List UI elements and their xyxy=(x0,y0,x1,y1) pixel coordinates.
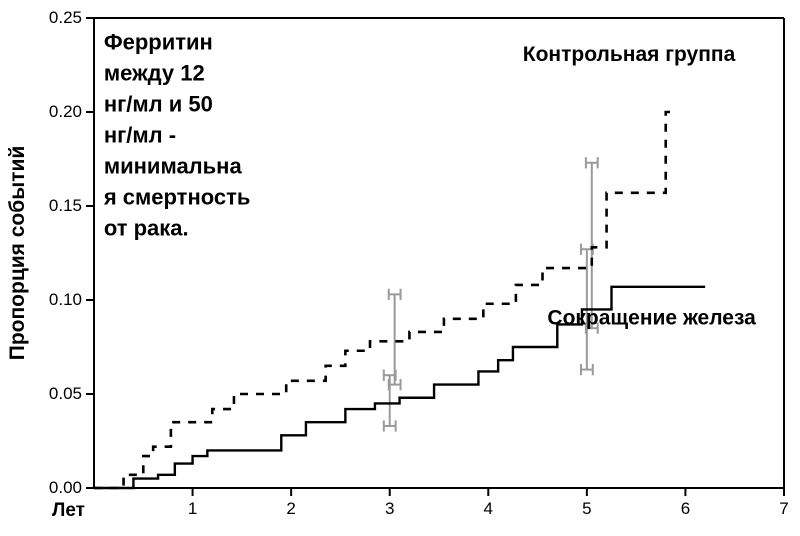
x-tick-label: 4 xyxy=(484,499,493,518)
y-tick-label: 0.15 xyxy=(49,196,82,215)
series-control-label: Контрольная группа xyxy=(523,43,736,66)
x-tick-label: 2 xyxy=(286,499,295,518)
annotation-line: Ферритин xyxy=(104,29,213,54)
x-tick-label: 3 xyxy=(385,499,394,518)
annotation-line: нг/мл и 50 xyxy=(104,91,213,116)
x-axis-label: Лет xyxy=(52,500,85,521)
x-tick-label: 1 xyxy=(188,499,197,518)
y-tick-label: 0.10 xyxy=(49,290,82,309)
y-tick-label: 0.05 xyxy=(49,384,82,403)
annotation-line: я смертность xyxy=(103,184,251,209)
series-treatment-label: Сокращение железа xyxy=(547,306,756,329)
annotation-textbox: Ферритин между 12 нг/мл и 50 нг/мл - минимал… xyxy=(103,29,251,240)
y-tick-label: 0.25 xyxy=(49,8,82,27)
annotation-line: между 12 xyxy=(104,60,205,85)
step-chart: 0.00 0.05 0.10 0.15 0.20 0.25 1 2 3 4 5 6 7 Пропорция… xyxy=(0,0,800,536)
x-tick-label: 6 xyxy=(681,499,690,518)
chart-container: 0.00 0.05 0.10 0.15 0.20 0.25 1 2 3 4 5 6 7 Пропорция… xyxy=(0,0,800,536)
y-axis-label: Пропорция событий xyxy=(6,146,29,361)
y-tick-label: 0.20 xyxy=(49,102,82,121)
y-tick-label: 0.00 xyxy=(49,478,82,497)
annotation-line: минимальна xyxy=(104,153,243,178)
x-tick-label: 5 xyxy=(582,499,591,518)
x-tick-label: 7 xyxy=(779,499,788,518)
annotation-line: от рака. xyxy=(104,215,189,240)
annotation-line: нг/мл - xyxy=(104,122,176,147)
